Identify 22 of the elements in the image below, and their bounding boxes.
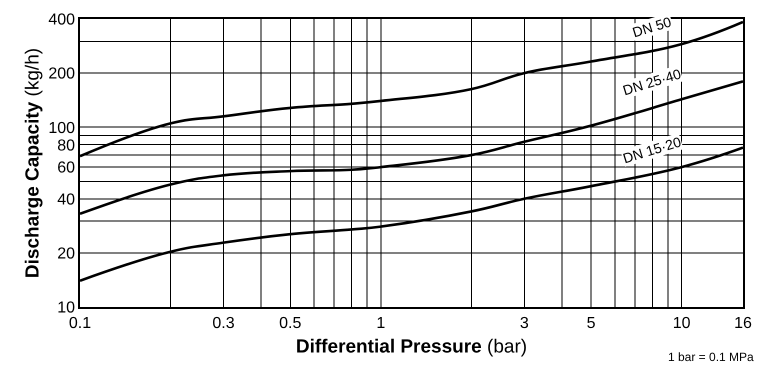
text: DN 25·40 xyxy=(620,65,684,98)
text: DN 50 xyxy=(630,13,674,40)
y-tick-label: 400 xyxy=(48,12,76,29)
x-tick-label: 5 xyxy=(586,314,596,332)
x-tick-label: 1 xyxy=(376,314,386,332)
x-tick-label: 10 xyxy=(672,314,691,332)
y-tick-label: 200 xyxy=(48,66,76,83)
y-tick-label: 80 xyxy=(57,137,76,154)
y-tick-label: 10 xyxy=(57,300,76,317)
y-tick-label: 60 xyxy=(57,160,76,177)
x-tick-label: 16 xyxy=(734,314,752,332)
y-tick-label: 40 xyxy=(57,191,76,208)
y-tick-label: 100 xyxy=(48,120,76,137)
x-tick-label: 0.5 xyxy=(279,314,302,332)
x-axis-title: Differential Pressure (bar) xyxy=(296,336,528,358)
x-tick-label: 0.3 xyxy=(212,314,235,332)
text: DN 15·20 xyxy=(620,133,684,166)
y-tick-label: 20 xyxy=(57,245,76,262)
x-tick-label: 3 xyxy=(520,314,529,332)
x-tick-label: 0.1 xyxy=(68,314,92,332)
text: 1 bar = 0.1 MPa xyxy=(668,350,754,364)
y-axis-title: Discharge Capacity (kg/h) xyxy=(22,48,44,278)
